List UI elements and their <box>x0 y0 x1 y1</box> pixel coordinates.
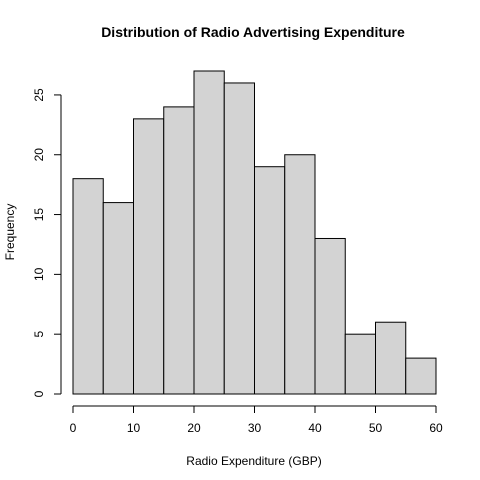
histogram-bar <box>164 107 194 394</box>
y-axis-label: Frequency <box>3 204 17 261</box>
x-tick-label: 20 <box>187 421 201 435</box>
y-tick-label: 10 <box>32 267 46 281</box>
histogram-bar <box>406 358 436 394</box>
y-axis: 0 5 10 15 20 25 <box>32 88 61 397</box>
x-axis-label: Radio Expenditure (GBP) <box>186 454 321 468</box>
y-tick-label: 20 <box>32 148 46 162</box>
y-tick-label: 5 <box>32 331 46 338</box>
histogram-bar <box>73 179 103 394</box>
histogram-bar <box>194 71 224 394</box>
histogram-bar <box>103 203 133 394</box>
x-tick-label: 40 <box>308 421 322 435</box>
x-tick-label: 30 <box>248 421 262 435</box>
x-tick-label: 10 <box>127 421 141 435</box>
histogram-bar <box>345 334 375 394</box>
x-tick-label: 50 <box>369 421 383 435</box>
y-tick-label: 15 <box>32 208 46 222</box>
histogram-bar <box>134 119 164 394</box>
chart-title: Distribution of Radio Advertising Expend… <box>101 24 405 40</box>
x-axis: 0 10 20 30 40 50 60 <box>70 406 443 435</box>
histogram-bar <box>285 155 315 394</box>
histogram-bar <box>224 83 254 394</box>
bars-group <box>73 71 436 394</box>
histogram-bar <box>255 167 285 394</box>
y-tick-label: 25 <box>32 88 46 102</box>
x-tick-label: 0 <box>70 421 77 435</box>
histogram-bar <box>376 322 406 394</box>
histogram-bar <box>315 238 345 394</box>
x-tick-label: 60 <box>429 421 443 435</box>
y-tick-label: 0 <box>32 390 46 397</box>
